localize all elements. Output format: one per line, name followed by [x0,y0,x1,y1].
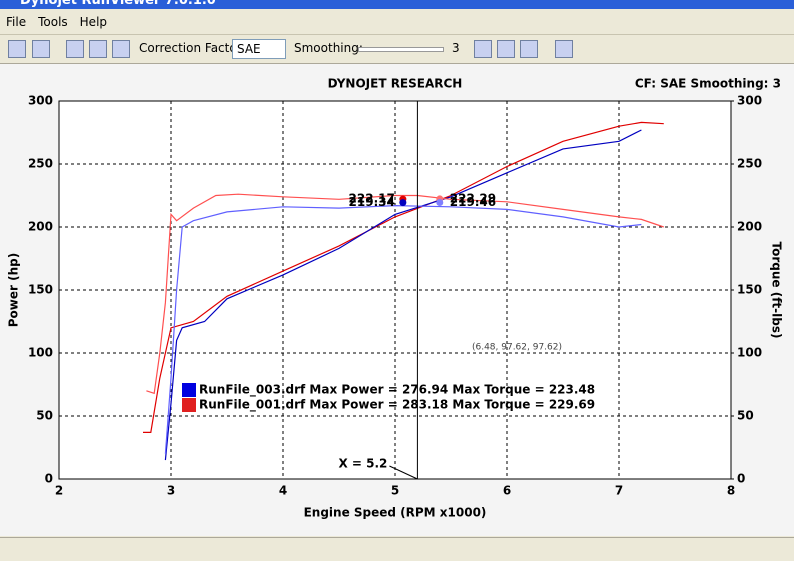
x-tick-label: 6 [503,484,511,498]
menu-bar: File Tools Help [0,10,794,35]
smoothing-label: Smoothing: [294,41,363,55]
y-tick-label: 200 [28,220,53,234]
y2-tick-label: 0 [737,472,745,486]
menu-item[interactable]: Tools [38,15,68,29]
y2-tick-label: 250 [737,157,762,171]
readout-marker [399,199,407,207]
x-tick-label: 4 [279,484,287,498]
y2-tick-label: 150 [737,283,762,297]
series-line [164,129,642,461]
y-axis-label: Power (hp) [7,253,21,327]
x-tick-label: 8 [727,484,735,498]
series-line [164,204,642,454]
x-tick-label: 5 [391,484,399,498]
smoothing-slider[interactable] [358,47,444,52]
title-bar: Dynojet RunViewer 7.0.1.0 [0,0,794,9]
legend-entry: RunFile_001.drf Max Power = 283.18 Max T… [199,398,595,413]
view-button[interactable] [89,40,107,58]
readout-label: 219.34 [349,195,395,209]
readout-label: 222.29 [450,191,496,205]
y2-tick-label: 300 [737,94,762,108]
x-tick-label: 3 [167,484,175,498]
menu-item[interactable]: File [6,15,27,29]
x-axis-label: Engine Speed (RPM x1000) [304,506,487,520]
toolbar: Correction Factor: SAE Smoothing: 3 [0,35,794,64]
correction-value: SAE [237,42,261,56]
smoothing-value: 3 [452,41,460,55]
tool-button[interactable] [497,40,515,58]
y-tick-label: 300 [28,94,53,108]
status-bar [0,537,794,561]
series-line [143,121,664,433]
legend-swatch [182,383,196,397]
cursor-pointer [389,465,418,480]
y2-tick-label: 50 [737,409,754,423]
tool-button[interactable] [474,40,492,58]
tool-button[interactable] [520,40,538,58]
cursor-label: X = 5.2 [338,457,387,471]
tool-button[interactable] [555,40,573,58]
readout-marker [436,198,444,206]
y-tick-label: 50 [36,409,53,423]
chart-subtitle: CF: SAE Smoothing: 3 [635,77,781,91]
open-button[interactable] [8,40,26,58]
close-button[interactable] [32,40,50,58]
menu-item[interactable]: Help [79,15,108,29]
y-tick-label: 250 [28,157,53,171]
x-tick-label: 7 [615,484,623,498]
correction-label: Correction Factor: [139,41,246,55]
annotation: (6.48, 97.62, 97.62) [472,343,562,353]
chart: DYNOJET RESEARCH CF: SAE Smoothing: 3 En… [0,64,794,536]
chart-title: DYNOJET RESEARCH [328,77,463,91]
y2-axis-label: Torque (ft-lbs) [770,242,784,339]
view-button[interactable] [112,40,130,58]
y-tick-label: 0 [45,472,53,486]
series-line [146,193,664,395]
x-tick-label: 2 [55,484,63,498]
readout-label: 222.17 [349,192,395,206]
correction-select[interactable]: SAE [232,39,286,59]
readout-label: 219.46 [450,195,496,209]
view-button[interactable] [66,40,84,58]
legend-swatch [182,398,196,412]
window-title: Dynojet RunViewer 7.0.1.0 [20,0,216,8]
y-tick-label: 150 [28,283,53,297]
y-tick-label: 100 [28,346,53,360]
legend-entry: RunFile_003.drf Max Power = 276.94 Max T… [199,383,595,398]
y2-tick-label: 200 [737,220,762,234]
y2-tick-label: 100 [737,346,762,360]
